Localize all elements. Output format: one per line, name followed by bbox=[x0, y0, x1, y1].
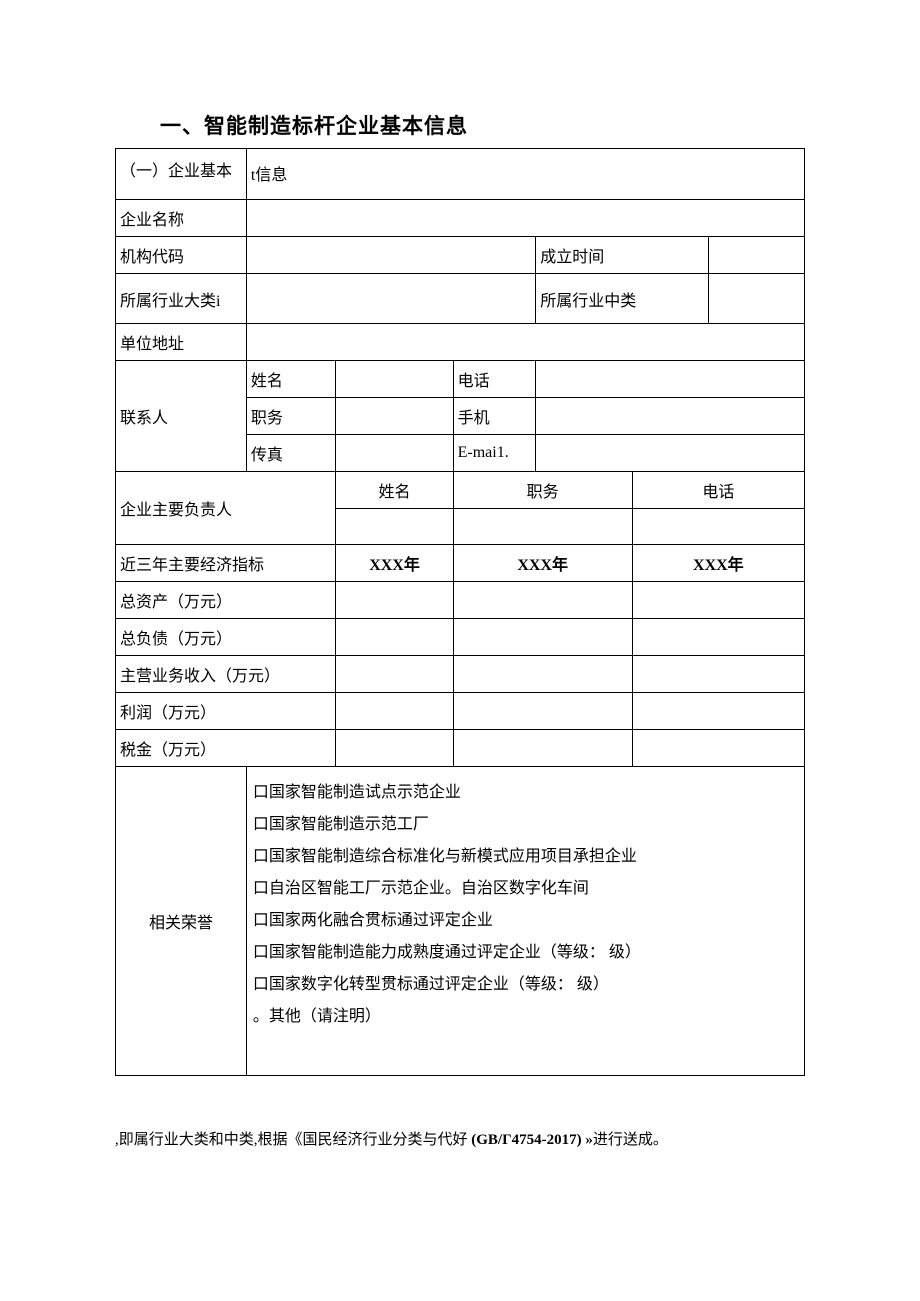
contact-mobile-label: 手机 bbox=[453, 398, 536, 435]
contact-email-value[interactable] bbox=[536, 435, 805, 472]
tax-y2[interactable] bbox=[453, 730, 632, 767]
contact-position-value[interactable] bbox=[336, 398, 453, 435]
enterprise-info-table: （一）企业基本 t信息 企业名称 机构代码 成立时间 所属行业大类i 所属行业中… bbox=[115, 148, 805, 1076]
contact-name-value[interactable] bbox=[336, 361, 453, 398]
footnote-prefix: ,即属行业大类和中类,根据《国民经济行业分类与代好 bbox=[115, 1132, 471, 1148]
honor-item-5[interactable]: 口国家智能制造能力成熟度通过评定企业（等级： 级） bbox=[253, 937, 798, 969]
org-code-value[interactable] bbox=[246, 237, 535, 274]
establish-time-value[interactable] bbox=[708, 237, 805, 274]
honors-label: 相关荣誉 bbox=[116, 767, 247, 1076]
footnote-bold: (GB/Γ4754-2017) » bbox=[471, 1132, 593, 1148]
contact-name-label: 姓名 bbox=[246, 361, 336, 398]
main-revenue-y1[interactable] bbox=[336, 656, 453, 693]
principal-phone-header: 电话 bbox=[632, 472, 804, 509]
principal-position-value[interactable] bbox=[453, 509, 632, 545]
org-code-label: 机构代码 bbox=[116, 237, 247, 274]
address-label: 单位地址 bbox=[116, 324, 247, 361]
total-assets-y1[interactable] bbox=[336, 582, 453, 619]
contact-fax-value[interactable] bbox=[336, 435, 453, 472]
principal-name-header: 姓名 bbox=[336, 472, 453, 509]
industry-mid-value[interactable] bbox=[708, 274, 805, 324]
honor-item-7[interactable]: 。其他（请注明） bbox=[253, 1001, 798, 1033]
economics-label: 近三年主要经济指标 bbox=[116, 545, 336, 582]
total-assets-y3[interactable] bbox=[632, 582, 804, 619]
tax-y3[interactable] bbox=[632, 730, 804, 767]
total-assets-label: 总资产（万元） bbox=[116, 582, 336, 619]
profit-y1[interactable] bbox=[336, 693, 453, 730]
economics-year1: XXX年 bbox=[336, 545, 453, 582]
tax-label: 税金（万元） bbox=[116, 730, 336, 767]
section-header-left: （一）企业基本 bbox=[116, 149, 247, 200]
contact-email-label: E-mai1. bbox=[453, 435, 536, 472]
industry-major-value[interactable] bbox=[246, 274, 535, 324]
profit-label: 利润（万元） bbox=[116, 693, 336, 730]
honor-item-2[interactable]: 口国家智能制造综合标准化与新模式应用项目承担企业 bbox=[253, 841, 798, 873]
industry-mid-label: 所属行业中类 bbox=[536, 274, 708, 324]
main-revenue-label: 主营业务收入（万元） bbox=[116, 656, 336, 693]
company-name-value[interactable] bbox=[246, 200, 804, 237]
total-liabilities-y3[interactable] bbox=[632, 619, 804, 656]
page-title: 一、智能制造标杆企业基本信息 bbox=[115, 110, 805, 140]
footnote: ,即属行业大类和中类,根据《国民经济行业分类与代好 (GB/Γ4754-2017… bbox=[115, 1126, 805, 1155]
total-assets-y2[interactable] bbox=[453, 582, 632, 619]
honor-item-4[interactable]: 口国家两化融合贯标通过评定企业 bbox=[253, 905, 798, 937]
profit-y2[interactable] bbox=[453, 693, 632, 730]
contact-mobile-value[interactable] bbox=[536, 398, 805, 435]
total-liabilities-label: 总负债（万元） bbox=[116, 619, 336, 656]
profit-y3[interactable] bbox=[632, 693, 804, 730]
company-name-label: 企业名称 bbox=[116, 200, 247, 237]
address-value[interactable] bbox=[246, 324, 804, 361]
section-header-right: t信息 bbox=[246, 149, 804, 200]
principal-label: 企业主要负责人 bbox=[116, 472, 336, 545]
economics-year2: XXX年 bbox=[453, 545, 632, 582]
contact-fax-label: 传真 bbox=[246, 435, 336, 472]
establish-time-label: 成立时间 bbox=[536, 237, 708, 274]
main-revenue-y3[interactable] bbox=[632, 656, 804, 693]
honor-item-0[interactable]: 口国家智能制造试点示范企业 bbox=[253, 777, 798, 809]
principal-phone-value[interactable] bbox=[632, 509, 804, 545]
footnote-suffix: 进行送成。 bbox=[593, 1132, 668, 1148]
contact-position-label: 职务 bbox=[246, 398, 336, 435]
honors-cell: 口国家智能制造试点示范企业 口国家智能制造示范工厂 口国家智能制造综合标准化与新… bbox=[246, 767, 804, 1076]
principal-name-value[interactable] bbox=[336, 509, 453, 545]
economics-year3: XXX年 bbox=[632, 545, 804, 582]
main-revenue-y2[interactable] bbox=[453, 656, 632, 693]
honor-item-3[interactable]: 口自治区智能工厂示范企业。自治区数字化车间 bbox=[253, 873, 798, 905]
industry-major-label: 所属行业大类i bbox=[116, 274, 247, 324]
contact-phone-label: 电话 bbox=[453, 361, 536, 398]
total-liabilities-y2[interactable] bbox=[453, 619, 632, 656]
principal-position-header: 职务 bbox=[453, 472, 632, 509]
contact-phone-value[interactable] bbox=[536, 361, 805, 398]
contact-label: 联系人 bbox=[116, 361, 247, 472]
honor-item-6[interactable]: 口国家数字化转型贯标通过评定企业（等级： 级） bbox=[253, 969, 798, 1001]
honor-item-1[interactable]: 口国家智能制造示范工厂 bbox=[253, 809, 798, 841]
tax-y1[interactable] bbox=[336, 730, 453, 767]
total-liabilities-y1[interactable] bbox=[336, 619, 453, 656]
